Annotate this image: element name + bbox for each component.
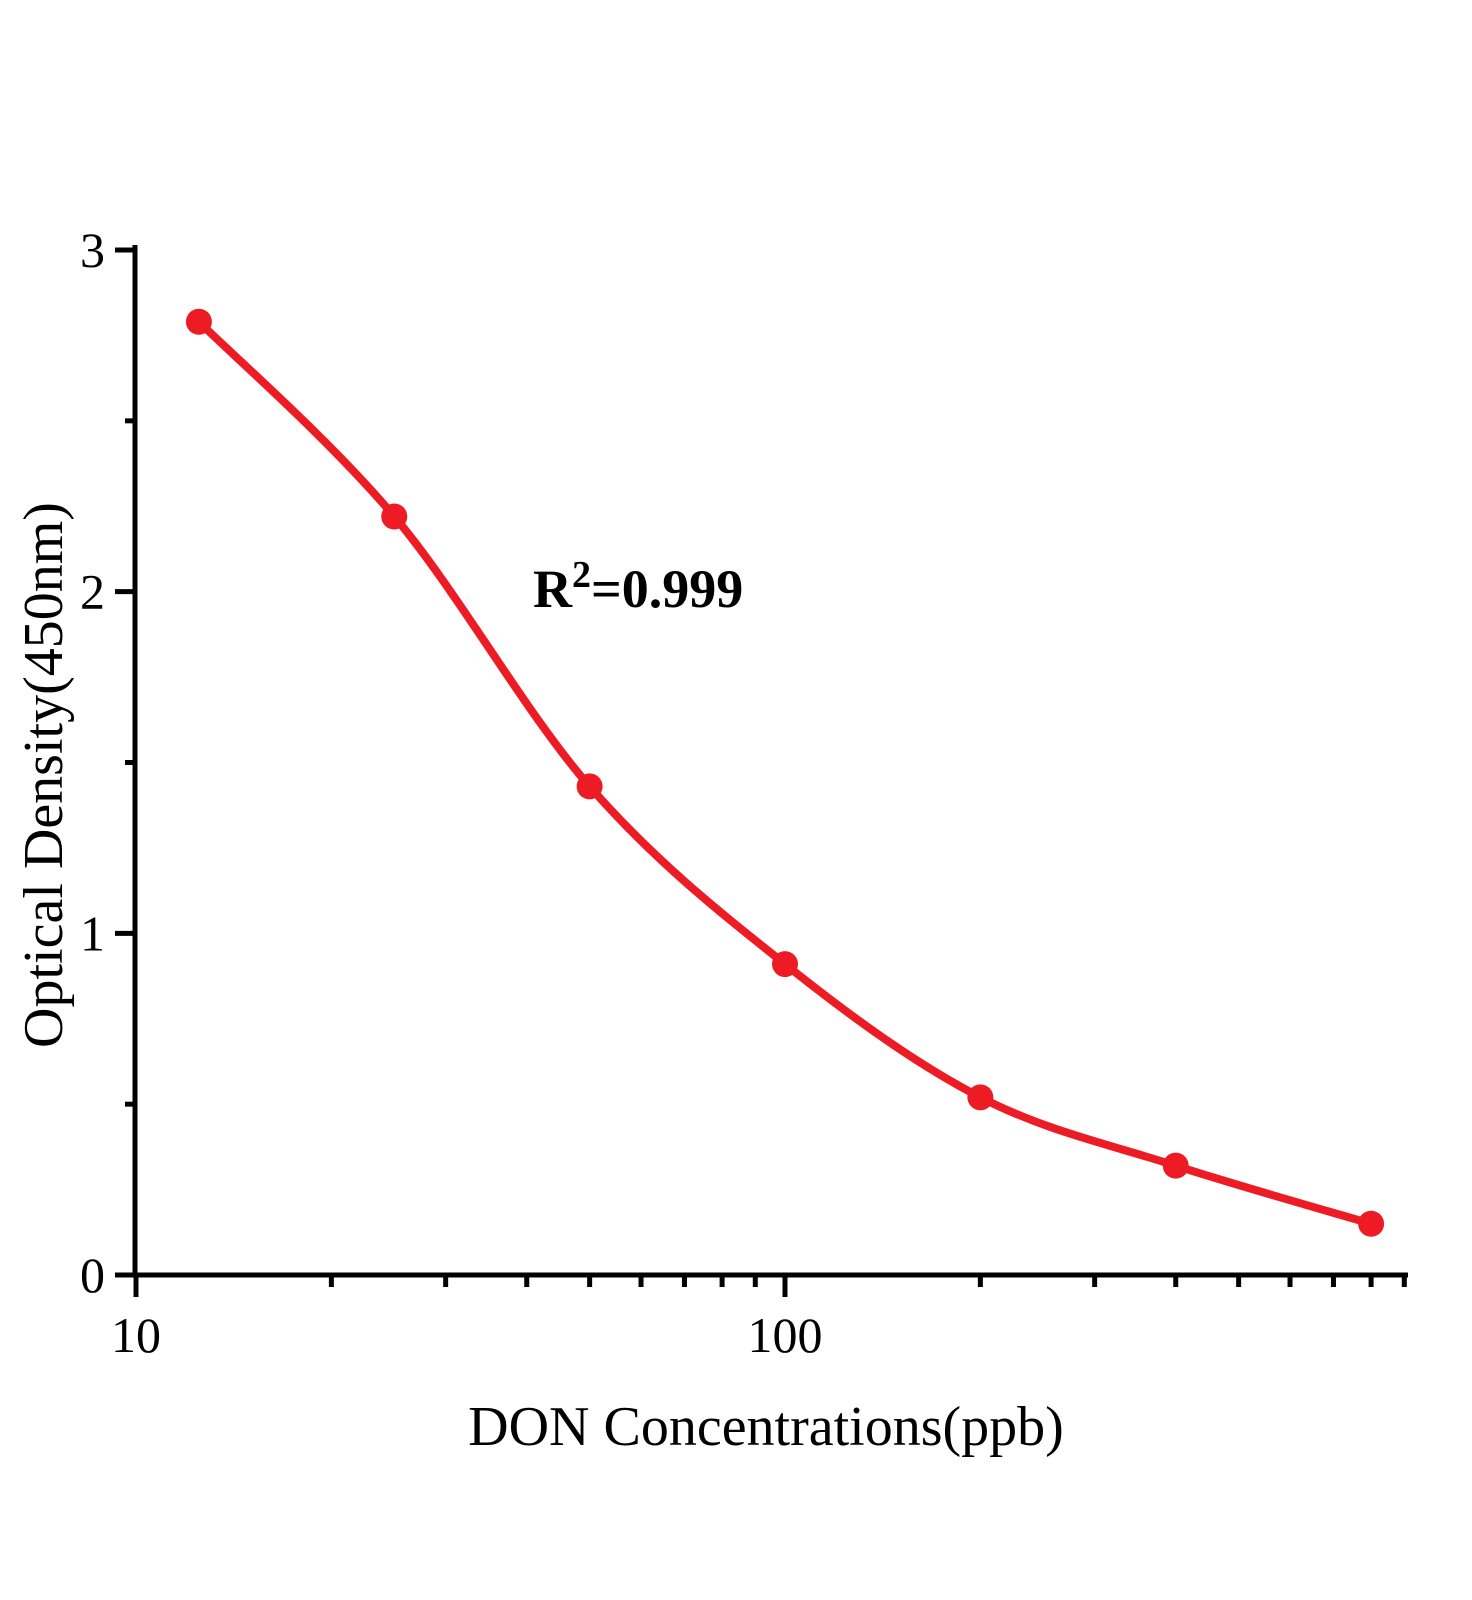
r-squared-exponent: 2 [572,554,591,596]
y-tick-label: 0 [80,1247,105,1303]
y-tick-label: 2 [80,564,105,620]
data-point-marker [576,773,603,800]
x-axis-title: DON Concentrations(ppb) [468,1396,1064,1458]
y-tick-label: 1 [80,905,105,961]
axes [132,245,1408,1278]
data-point-marker [1358,1210,1385,1237]
r-label: R [533,559,573,619]
data-point-marker [185,308,212,335]
data-point-marker [1162,1152,1189,1179]
x-tick-label: 10 [111,1307,161,1363]
y-axis-ticks [115,247,138,1278]
data-points [185,308,1385,1237]
x-axis-tick-labels: 10 100 [111,1307,823,1363]
data-point-marker [381,503,408,530]
x-axis-ticks [133,1275,1407,1297]
fit-curve-line [194,317,1376,1228]
y-tick-label: 3 [80,222,105,278]
data-point-marker [772,951,798,978]
y-axis-title: Optical Density(450nm) [13,502,75,1048]
r-squared-annotation: R2=0.999 [533,554,743,619]
y-axis-tick-labels: 0 1 2 3 [80,222,105,1303]
r-squared-value: =0.999 [591,559,743,619]
x-tick-label: 100 [748,1307,823,1363]
data-point-marker [967,1084,994,1111]
